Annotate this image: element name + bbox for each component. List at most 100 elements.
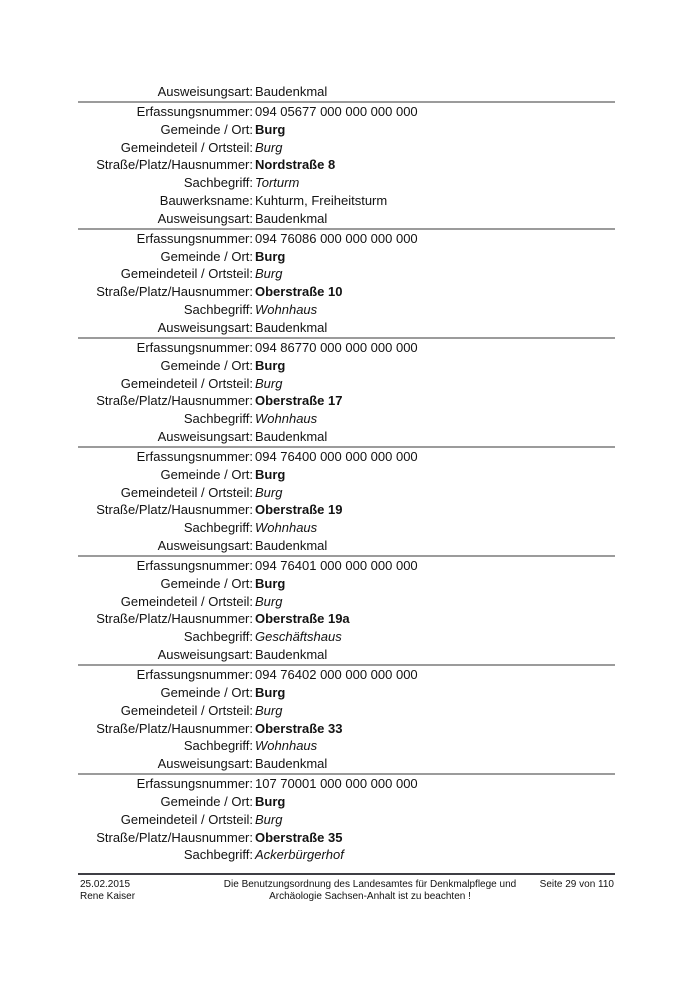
record: Erfassungsnummer: 094 76400 000 000 000 0… [78,445,615,555]
record: Erfassungsnummer: 094 86770 000 000 000 0… [78,336,615,446]
field-label: Ausweisungsart: [157,647,253,663]
field-value: 094 76086 000 000 000 000 [255,230,418,246]
field-value: Oberstraße 33 [255,720,343,736]
field-value: Burg [255,266,283,282]
field-value: Baudenkmal [255,538,328,554]
field-value: Wohnhaus [255,411,318,427]
field-row: Sachbegriff: Ackerbürgerhof [78,846,615,864]
field-row: Straße/Platz/Hausnummer: Nordstraße 8 [78,156,615,174]
field-label: Gemeinde / Ort: [160,357,253,373]
field-value: Oberstraße 19 [255,502,343,518]
field-value: Burg [255,466,286,482]
field-value: Baudenkmal [255,210,328,226]
field-row: Erfassungsnummer: 094 05677 000 000 000 0… [78,103,615,121]
field-label: Gemeindeteil / Ortsteil: [120,811,253,827]
field-label: Erfassungsnummer: [136,776,253,792]
field-label: Gemeinde / Ort: [160,684,253,700]
field-value: Wohnhaus [255,738,318,754]
field-row: Straße/Platz/Hausnummer: Oberstraße 19 [78,501,615,519]
field-label: Ausweisungsart: [157,84,253,99]
field-label: Sachbegriff: [183,847,253,863]
record: Erfassungsnummer: 094 76402 000 000 000 0… [78,664,615,773]
field-value: Ackerbürgerhof [255,847,344,863]
field-row: Straße/Platz/Hausnummer: Oberstraße 35 [78,829,615,847]
field-row: Straße/Platz/Hausnummer: Oberstraße 33 [78,720,615,738]
field-row: Erfassungsnummer: 094 76086 000 000 000 0… [78,230,615,248]
field-value: Oberstraße 19a [255,611,350,627]
field-value: Burg [255,702,283,718]
field-label: Erfassungsnummer: [136,230,253,246]
field-label: Ausweisungsart: [157,210,253,226]
field-value: Oberstraße 35 [255,829,343,845]
field-value: Burg [255,484,283,500]
field-value: 094 76402 000 000 000 000 [255,667,418,682]
field-label: Straße/Platz/Hausnummer: [96,393,253,409]
record: Erfassungsnummer: 094 76086 000 000 000 0… [78,227,615,337]
continuation-field-row: Ausweisungsart: Baudenkmal [78,83,615,101]
field-value: Burg [255,248,286,264]
field-value: 107 70001 000 000 000 000 [255,776,418,792]
field-value: Baudenkmal [255,84,328,99]
field-value: Oberstraße 17 [255,393,343,409]
field-label: Sachbegriff: [183,411,253,427]
field-value: Baudenkmal [255,429,328,445]
field-value: Nordstraße 8 [255,157,336,173]
field-value: Burg [255,793,286,809]
field-label: Ausweisungsart: [157,756,253,772]
page-number: Seite 29 von 110 [539,879,614,890]
field-label: Ausweisungsart: [157,429,253,445]
field-row: Ausweisungsart: Baudenkmal [78,210,615,228]
field-label: Sachbegriff: [183,302,253,318]
field-label: Gemeinde / Ort: [160,121,253,137]
footer-notice-line2: Archäologie Sachsen-Anhalt ist zu beacht… [269,890,471,902]
field-row: Gemeindeteil / Ortsteil: Burg [78,265,615,283]
field-value: Oberstraße 10 [255,284,343,300]
field-row: Erfassungsnummer: 094 86770 000 000 000 0… [78,339,615,357]
field-row: Gemeinde / Ort: Burg [78,793,615,811]
field-label: Gemeinde / Ort: [160,466,253,482]
footer-notice: Die Benutzungsordnung des Landesamtes fü… [170,879,570,902]
field-row: Erfassungsnummer: 107 70001 000 000 000 0… [78,775,615,793]
field-label: Gemeinde / Ort: [160,248,253,264]
field-row: Gemeinde / Ort: Burg [78,357,615,375]
field-value: Baudenkmal [255,319,328,335]
record: Erfassungsnummer: 094 05677 000 000 000 0… [78,100,615,228]
footer-notice-line1: Die Benutzungsordnung des Landesamtes fü… [223,879,517,890]
field-label: Erfassungsnummer: [136,448,253,464]
field-row: Sachbegriff: Geschäftshaus [78,628,615,646]
field-value: Torturm [255,175,300,191]
field-value: Burg [255,575,286,591]
field-label: Sachbegriff: [183,629,253,645]
field-label: Gemeindeteil / Ortsteil: [120,266,253,282]
field-row: Ausweisungsart: Baudenkmal [78,646,615,664]
footer-author: Rene Kaiser [80,890,136,902]
record: Erfassungsnummer: 107 70001 000 000 000 0… [78,773,615,864]
field-row: Ausweisungsart: Baudenkmal [78,428,615,446]
footer-date: 25.02.2015 [80,879,131,890]
field-label: Straße/Platz/Hausnummer: [96,284,253,300]
field-row: Gemeindeteil / Ortsteil: Burg [78,375,615,393]
field-row: Sachbegriff: Torturm [78,174,615,192]
footer-rule [78,873,615,875]
field-value: Burg [255,357,286,373]
field-value: Burg [255,684,286,700]
field-label: Straße/Platz/Hausnummer: [96,611,253,627]
field-label: Gemeinde / Ort: [160,575,253,591]
field-label: Sachbegriff: [183,520,253,536]
field-value: Wohnhaus [255,520,318,536]
field-label: Sachbegriff: [183,175,253,191]
field-label: Straße/Platz/Hausnummer: [96,720,253,736]
field-label: Gemeindeteil / Ortsteil: [120,484,253,500]
field-row: Gemeinde / Ort: Burg [78,684,615,702]
field-value: Burg [255,593,283,609]
field-row: Sachbegriff: Wohnhaus [78,519,615,537]
field-row: Straße/Platz/Hausnummer: Oberstraße 19a [78,610,615,628]
field-row: Sachbegriff: Wohnhaus [78,301,615,319]
field-label: Straße/Platz/Hausnummer: [96,502,253,518]
field-label: Erfassungsnummer: [136,667,253,682]
field-row: Gemeinde / Ort: Burg [78,575,615,593]
field-value: Burg [255,121,286,137]
field-value: 094 05677 000 000 000 000 [255,103,418,119]
field-label: Gemeindeteil / Ortsteil: [120,702,253,718]
